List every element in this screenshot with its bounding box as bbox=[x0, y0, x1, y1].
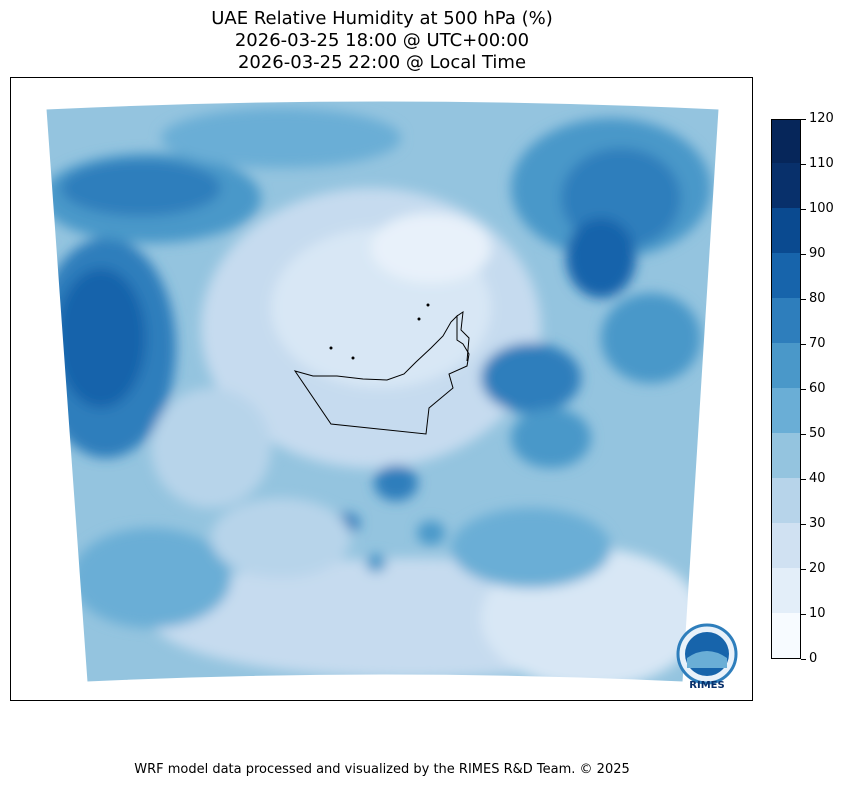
colorbar-band bbox=[772, 162, 800, 208]
colorbar-tick bbox=[801, 344, 806, 345]
colorbar bbox=[771, 119, 801, 659]
chart-title-line3: 2026-03-25 22:00 @ Local Time bbox=[237, 52, 527, 73]
colorbar-tick-label: 40 bbox=[809, 471, 826, 486]
colorbar-band bbox=[772, 342, 800, 388]
colorbar-tick bbox=[801, 524, 806, 525]
colorbar-band bbox=[772, 522, 800, 568]
humidity-map: RIMES bbox=[45, 100, 738, 691]
logo-text: RIMES bbox=[689, 680, 724, 691]
colorbar-tick-label: 0 bbox=[809, 651, 818, 666]
colorbar-tick bbox=[801, 164, 806, 165]
colorbar-tick bbox=[801, 479, 806, 480]
colorbar-tick-label: 30 bbox=[809, 516, 826, 531]
colorbar-tick bbox=[801, 299, 806, 300]
colorbar-band bbox=[772, 297, 800, 343]
colorbar-tick-label: 60 bbox=[809, 381, 826, 396]
colorbar-band bbox=[772, 387, 800, 433]
colorbar-tick bbox=[801, 614, 806, 615]
credit-footer: WRF model data processed and visualized … bbox=[134, 762, 630, 777]
colorbar-tick-label: 80 bbox=[809, 291, 826, 306]
colorbar-tick-label: 90 bbox=[809, 246, 826, 261]
chart-title-line1: UAE Relative Humidity at 500 hPa (%) bbox=[211, 8, 553, 29]
rimes-logo: RIMES bbox=[676, 623, 738, 691]
colorbar-tick bbox=[801, 389, 806, 390]
colorbar-tick bbox=[801, 434, 806, 435]
colorbar-band bbox=[772, 477, 800, 523]
colorbar-tick-label: 100 bbox=[809, 201, 834, 216]
colorbar-band bbox=[772, 252, 800, 298]
colorbar-band bbox=[772, 120, 800, 163]
chart-title-line2: 2026-03-25 18:00 @ UTC+00:00 bbox=[234, 30, 530, 51]
colorbar-tick bbox=[801, 119, 806, 120]
colorbar-tick-label: 50 bbox=[809, 426, 826, 441]
humidity-field bbox=[46, 101, 719, 682]
colorbar-tick-label: 10 bbox=[809, 606, 826, 621]
colorbar-tick bbox=[801, 209, 806, 210]
colorbar-band bbox=[772, 207, 800, 253]
uae-border bbox=[293, 303, 470, 435]
colorbar-tick-label: 110 bbox=[809, 156, 834, 171]
colorbar-tick bbox=[801, 254, 806, 255]
colorbar-band bbox=[772, 612, 800, 658]
colorbar-tick-label: 20 bbox=[809, 561, 826, 576]
map-frame: RIMES bbox=[10, 77, 753, 701]
colorbar-tick-label: 120 bbox=[809, 111, 834, 126]
colorbar-band bbox=[772, 432, 800, 478]
colorbar-tick-label: 70 bbox=[809, 336, 826, 351]
colorbar-tick bbox=[801, 569, 806, 570]
colorbar-tick bbox=[801, 659, 806, 660]
colorbar-band bbox=[772, 567, 800, 613]
